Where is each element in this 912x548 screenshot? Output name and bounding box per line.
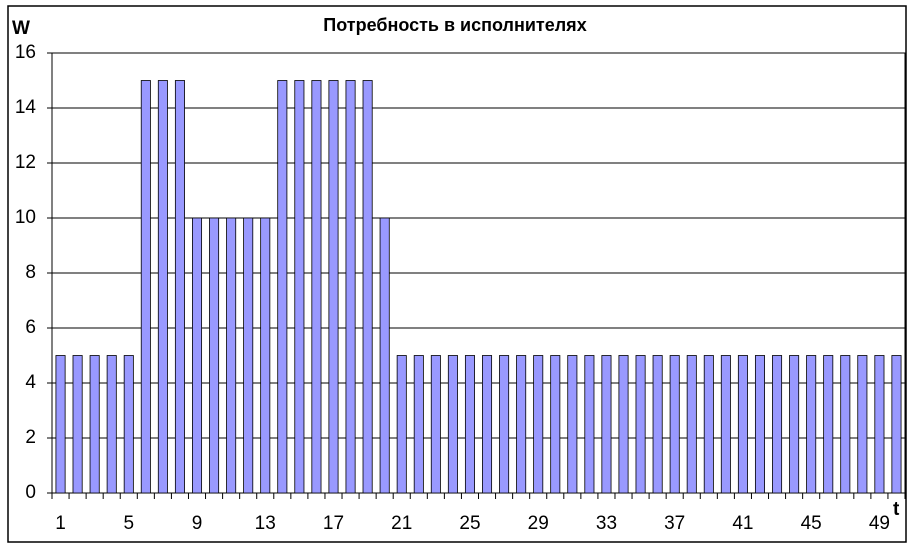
bar (550, 355, 561, 494)
y-axis-label: W (12, 18, 30, 39)
y-tick-label: 6 (25, 317, 36, 338)
bar (243, 217, 254, 494)
bar (857, 355, 868, 494)
bar (686, 355, 697, 494)
bar (89, 355, 100, 494)
bar (669, 355, 680, 494)
bar (72, 355, 83, 494)
y-tick-label: 8 (25, 262, 36, 283)
bar (806, 355, 817, 494)
bar (328, 80, 339, 494)
bar (567, 355, 578, 494)
bar (260, 217, 271, 494)
bar (362, 80, 373, 494)
bar (140, 80, 151, 494)
bar (533, 355, 544, 494)
bar (737, 355, 748, 494)
bar (379, 217, 390, 494)
y-tick-label: 14 (15, 97, 37, 118)
x-tick-label: 33 (596, 513, 617, 534)
x-tick-label: 1 (55, 513, 66, 534)
bar (823, 355, 834, 494)
bar (311, 80, 322, 494)
y-tick-label: 10 (15, 207, 36, 228)
bar (345, 80, 356, 494)
x-tick-label: 21 (391, 513, 412, 534)
bar (447, 355, 458, 494)
bar (618, 355, 629, 494)
bar (516, 355, 527, 494)
bar (192, 217, 203, 494)
y-tick-label: 4 (25, 372, 36, 393)
bar (601, 355, 612, 494)
bar (106, 355, 117, 494)
x-tick-label: 9 (192, 513, 203, 534)
bar (703, 355, 714, 494)
bar (413, 355, 424, 494)
bar (464, 355, 475, 494)
bar (720, 355, 731, 494)
bar (55, 355, 66, 494)
bar (874, 355, 885, 494)
bar (294, 80, 305, 494)
y-tick-label: 0 (25, 482, 36, 503)
bar (840, 355, 851, 494)
x-axis-label: t (893, 499, 900, 520)
x-tick-label: 37 (664, 513, 685, 534)
x-tick-label: 49 (869, 513, 890, 534)
bar (499, 355, 510, 494)
x-tick-label: 13 (255, 513, 276, 534)
bar (652, 355, 663, 494)
bar (772, 355, 783, 494)
bar (157, 80, 168, 494)
bar (754, 355, 765, 494)
x-tick-label: 5 (123, 513, 134, 534)
bar (891, 355, 902, 494)
bar (430, 355, 441, 494)
bar (226, 217, 237, 494)
bar (396, 355, 407, 494)
bar (174, 80, 185, 494)
y-tick-label: 2 (25, 427, 36, 448)
x-tick-label: 25 (459, 513, 480, 534)
bar (584, 355, 595, 494)
x-tick-label: 41 (732, 513, 753, 534)
y-tick-label: 16 (15, 42, 36, 63)
bar (123, 355, 134, 494)
x-tick-label: 29 (528, 513, 549, 534)
x-tick-label: 45 (801, 513, 822, 534)
chart-title: Потребность в исполнителях (323, 15, 586, 35)
bar (277, 80, 288, 494)
x-tick-label: 17 (323, 513, 344, 534)
bar (635, 355, 646, 494)
bar (482, 355, 493, 494)
y-tick-label: 12 (15, 152, 36, 173)
bar (789, 355, 800, 494)
bar (209, 217, 220, 494)
